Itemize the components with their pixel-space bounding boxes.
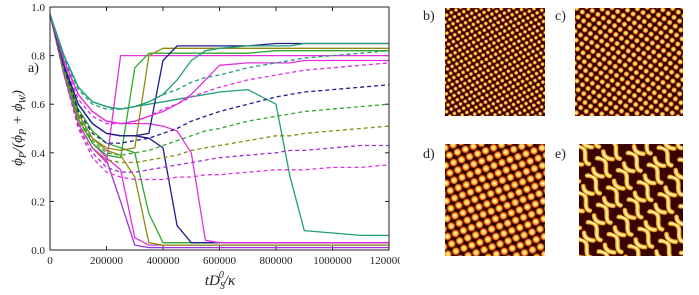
series-line: [49, 14, 390, 144]
series-line: [49, 14, 390, 164]
y-tick-label: 0.4: [31, 148, 45, 160]
series-line: [49, 14, 389, 164]
series-line: [49, 14, 390, 110]
y-label-part: + ϕ: [10, 103, 26, 129]
series-line: [49, 14, 389, 173]
series-line: [49, 14, 389, 152]
x-tick-label: 0: [47, 255, 53, 267]
y-tick-label: 1.0: [31, 2, 45, 14]
pattern-image: [445, 144, 545, 256]
x-label-sup: 0: [219, 270, 224, 281]
series-line: [49, 14, 389, 159]
y-tick-label: 0.6: [31, 99, 45, 111]
x-tick-label: 400000: [147, 255, 181, 267]
y-axis-label: ϕP/(ϕP + ϕW): [10, 90, 29, 166]
x-tick-label: 1000000: [313, 255, 352, 267]
pattern-image: [579, 144, 683, 256]
plot-frame: [49, 6, 390, 251]
series-line: [49, 14, 390, 156]
x-label-part: /κ: [223, 273, 236, 289]
y-tick-label: 0.0: [31, 245, 45, 257]
panel-label: a): [28, 61, 39, 76]
x-tick-label: 800000: [260, 255, 294, 267]
x-tick-label: 1200000: [370, 255, 400, 267]
y-label-part: /(ϕ: [10, 135, 26, 153]
y-tick-label: 0.2: [31, 196, 45, 208]
y-tick-label: 0.8: [31, 51, 45, 63]
y-label-sub: W: [18, 94, 29, 104]
series-line: [49, 14, 389, 237]
x-axis-label: tDS0/κ: [205, 270, 236, 292]
pattern-image: [575, 8, 683, 116]
x-tick-label: 600000: [203, 255, 237, 267]
panel-label: d): [423, 147, 435, 162]
panel-label: b): [423, 9, 435, 24]
x-label-sub: S: [220, 281, 225, 292]
series-line: [49, 14, 390, 125]
series-line: [49, 14, 390, 181]
panel-label: e): [555, 147, 566, 162]
series-line: [49, 14, 389, 125]
pattern-image: [445, 8, 545, 116]
series-line: [49, 14, 389, 110]
y-label-sub: P: [18, 129, 29, 136]
panel-label: c): [555, 9, 566, 24]
y-label-part: ): [10, 90, 26, 96]
y-label-part: ϕ: [10, 158, 26, 166]
pattern-panels: b) c) d) e): [423, 8, 683, 256]
x-tick-label: 200000: [90, 255, 124, 267]
y-label-sub: P: [18, 152, 29, 159]
chart: a) tDS0/κ ϕP/(ϕP + ϕW) 0.00.20.40.60.81.…: [10, 2, 400, 292]
x-label-part: tD: [205, 273, 220, 289]
